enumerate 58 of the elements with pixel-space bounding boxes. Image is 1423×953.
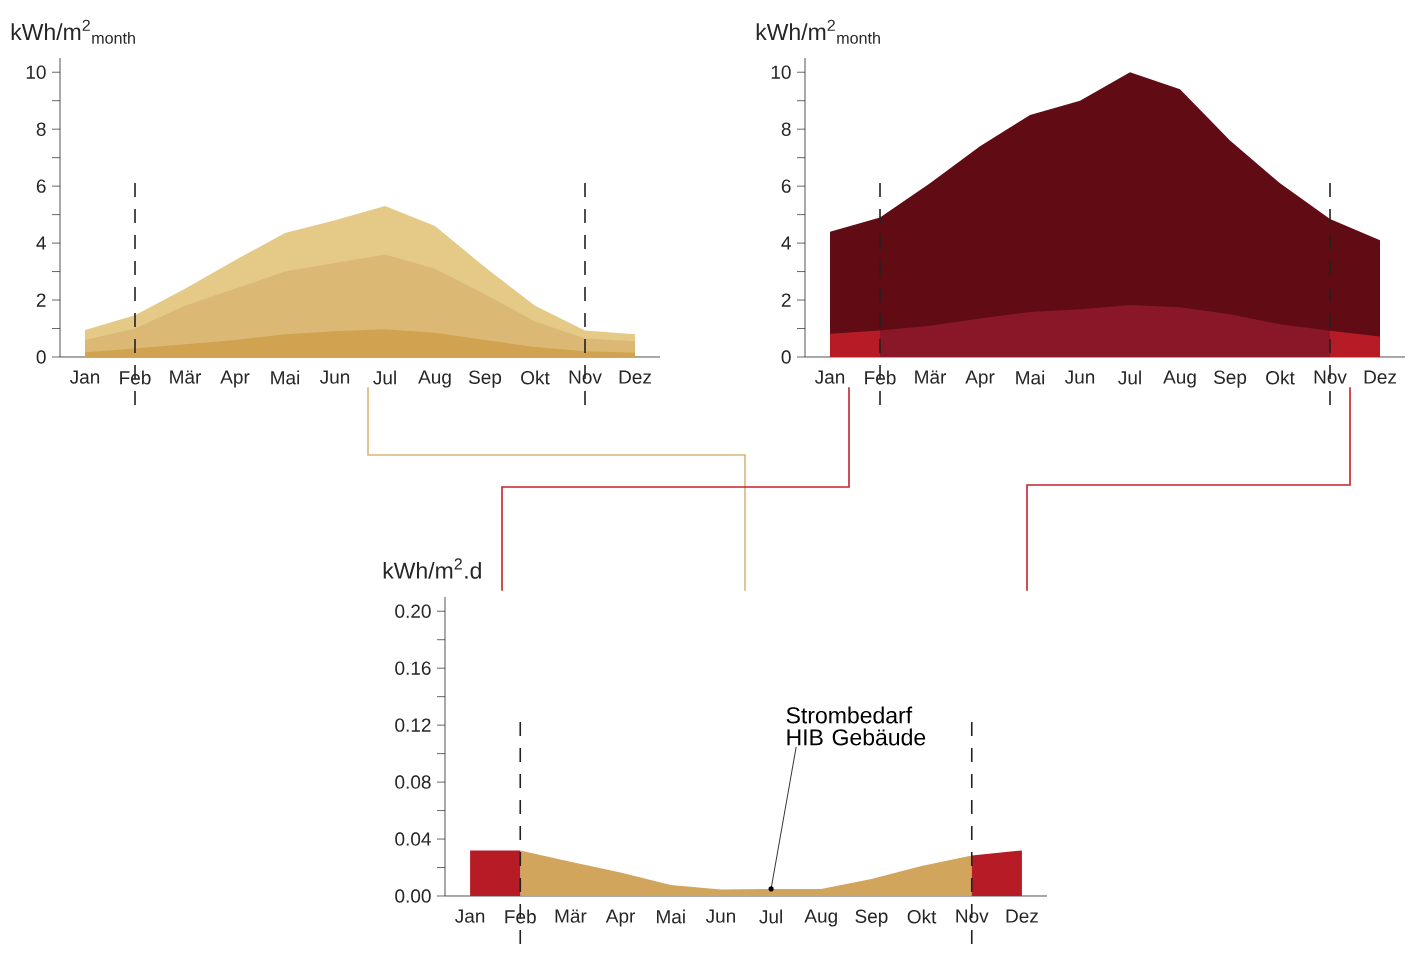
x-tick-label: Okt (521, 370, 550, 385)
x-tick-label: Aug (418, 370, 451, 388)
x-tick-label: Sep (468, 370, 502, 388)
x-tick-label: Jan (455, 909, 485, 923)
x-tick-label: Feb (865, 370, 896, 385)
x-tick-label: Feb (505, 909, 536, 924)
x-tick-label: Mai (657, 909, 685, 924)
x-tick-label: Jul (373, 370, 396, 385)
x-tick-label: Mai (271, 370, 300, 385)
x-tick-label: Aug (804, 909, 837, 927)
annotation: Strombedarf HIB Gebäude (786, 706, 926, 746)
y-tick-label: 2 (781, 293, 791, 307)
y-axis-title: kWh/m$^{2}$month (11, 19, 135, 44)
x-tick-label: Nov (569, 370, 602, 384)
x-tick-label: Mär (170, 370, 202, 384)
x-tick-label: Jul (1118, 370, 1141, 385)
y-tick-label: 10 (771, 65, 791, 79)
x-tick-label: Apr (965, 370, 995, 388)
y-tick-label: 0 (781, 350, 791, 364)
x-tick-label: Nov (1314, 370, 1347, 384)
x-tick-label: Jun (319, 370, 350, 384)
y-tick-label: 4 (781, 236, 791, 250)
y-tick-label: 6 (781, 179, 791, 193)
y-tick-label: 0.12 (395, 718, 431, 732)
x-tick-label: Jul (759, 909, 782, 924)
x-tick-label: Jun (1065, 370, 1095, 384)
x-tick-label: Sep (1213, 370, 1247, 388)
x-tick-label: Mär (555, 909, 587, 923)
y-tick-label: 0.00 (395, 889, 431, 903)
x-tick-label: Aug (1163, 370, 1196, 388)
y-axis-title: kWh/m$^{2}$.d (383, 558, 481, 579)
y-tick-label: 2 (36, 293, 46, 307)
y-tick-label: 0.04 (395, 832, 431, 846)
y-tick-label: 0.20 (395, 604, 431, 618)
x-tick-label: Dez (619, 370, 651, 384)
y-tick-label: 0.16 (395, 661, 431, 675)
y-tick-label: 4 (36, 236, 46, 250)
x-tick-label: Okt (907, 909, 937, 924)
y-tick-label: 0 (36, 350, 46, 364)
y-tick-label: 0.08 (395, 775, 431, 789)
y-tick-label: 8 (36, 122, 46, 136)
y-tick-label: 6 (36, 179, 46, 193)
y-axis-title: kWh/m$^{2}$month (756, 19, 880, 44)
x-tick-label: Dez (1364, 370, 1396, 384)
y-tick-label: 10 (26, 65, 46, 79)
x-tick-label: Jan (69, 370, 100, 384)
x-tick-label: Nov (956, 909, 989, 923)
x-tick-label: Apr (605, 909, 636, 927)
y-tick-label: 8 (781, 122, 791, 136)
x-tick-label: Sep (855, 909, 888, 927)
x-tick-label: Dez (1006, 909, 1038, 923)
x-tick-label: Apr (220, 370, 250, 388)
x-tick-label: Jun (705, 909, 735, 923)
x-tick-label: Jan (814, 370, 845, 384)
x-tick-label: Mär (915, 370, 947, 384)
x-tick-label: Okt (1266, 370, 1295, 385)
x-tick-label: Feb (120, 370, 151, 385)
x-tick-label: Mai (1016, 370, 1045, 385)
